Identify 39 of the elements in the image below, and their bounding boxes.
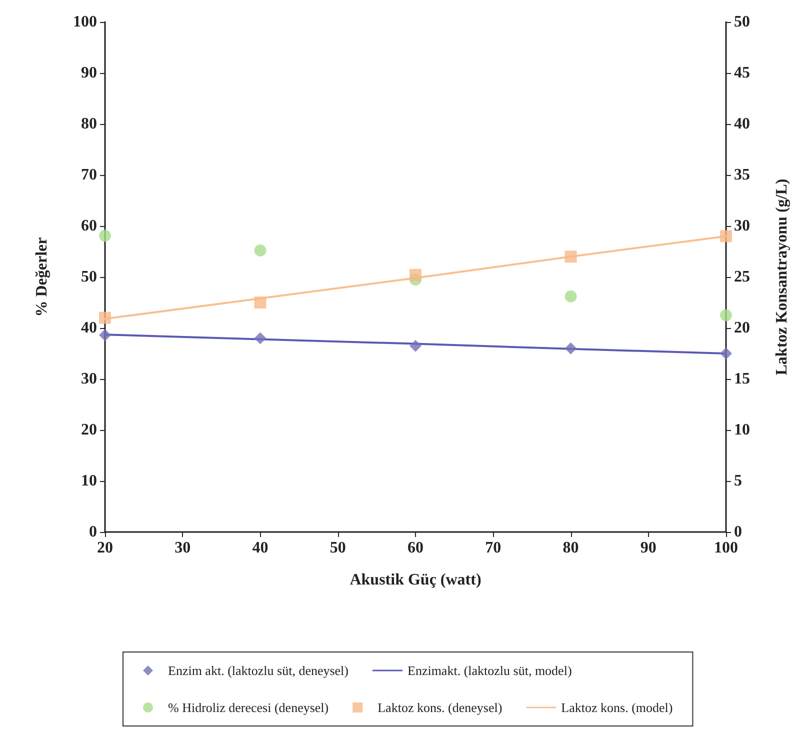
y-tick-label: 80: [81, 116, 97, 132]
y-axis-title: % Değerler: [34, 237, 50, 317]
x-tick-label: 70: [485, 540, 502, 556]
legend-label: Laktoz kons. (deneysel): [378, 700, 502, 715]
y2-tick-label: 20: [734, 320, 750, 336]
y-tick-label: 0: [89, 524, 97, 540]
legend-label: Enzim akt. (laktozlu süt, deneysel): [168, 663, 349, 678]
y-tick-label: 50: [81, 268, 97, 286]
x-tick-label: 100: [714, 540, 738, 556]
y2-tick-label: 25: [734, 268, 750, 286]
y2-tick-label: 0: [734, 524, 742, 540]
x-tick-label: 40: [252, 540, 268, 556]
y2-tick-label: 5: [734, 472, 742, 490]
x-tick-label: 30: [174, 540, 191, 556]
x-tick-label: 20: [97, 540, 113, 556]
legend-label: Enzimakt. (laktozlu süt, model): [408, 663, 572, 678]
y2-tick-label: 30: [734, 218, 750, 234]
x-axis-title: Akustik Güç (watt): [350, 572, 482, 588]
y-tick-label: 90: [81, 64, 97, 82]
legend-label: Laktoz kons. (model): [561, 700, 673, 715]
x-tick-label: 80: [562, 540, 579, 556]
y2-tick-label: 50: [734, 14, 750, 30]
y-tick-label: 70: [81, 166, 97, 184]
y2-tick-label: 45: [734, 64, 750, 82]
y-tick-label: 40: [81, 320, 97, 336]
y-tick-label: 10: [81, 472, 97, 490]
y2-tick-label: 40: [734, 116, 750, 132]
x-tick-label: 50: [330, 540, 346, 556]
y2-tick-label: 10: [734, 422, 750, 438]
x-tick-label: 90: [640, 540, 656, 556]
y2-tick-label: 35: [734, 166, 750, 184]
y-tick-label: 30: [81, 370, 97, 388]
y-tick-label: 60: [81, 218, 97, 234]
x-tick-label: 60: [408, 540, 424, 556]
legend-label: % Hidroliz derecesi (deneysel): [168, 700, 329, 715]
y-tick-label: 100: [73, 14, 97, 30]
y2-axis-title: Laktoz Konsantrayonu (g/L): [774, 178, 790, 376]
y2-tick-label: 15: [734, 370, 750, 388]
y-tick-label: 20: [81, 422, 97, 438]
